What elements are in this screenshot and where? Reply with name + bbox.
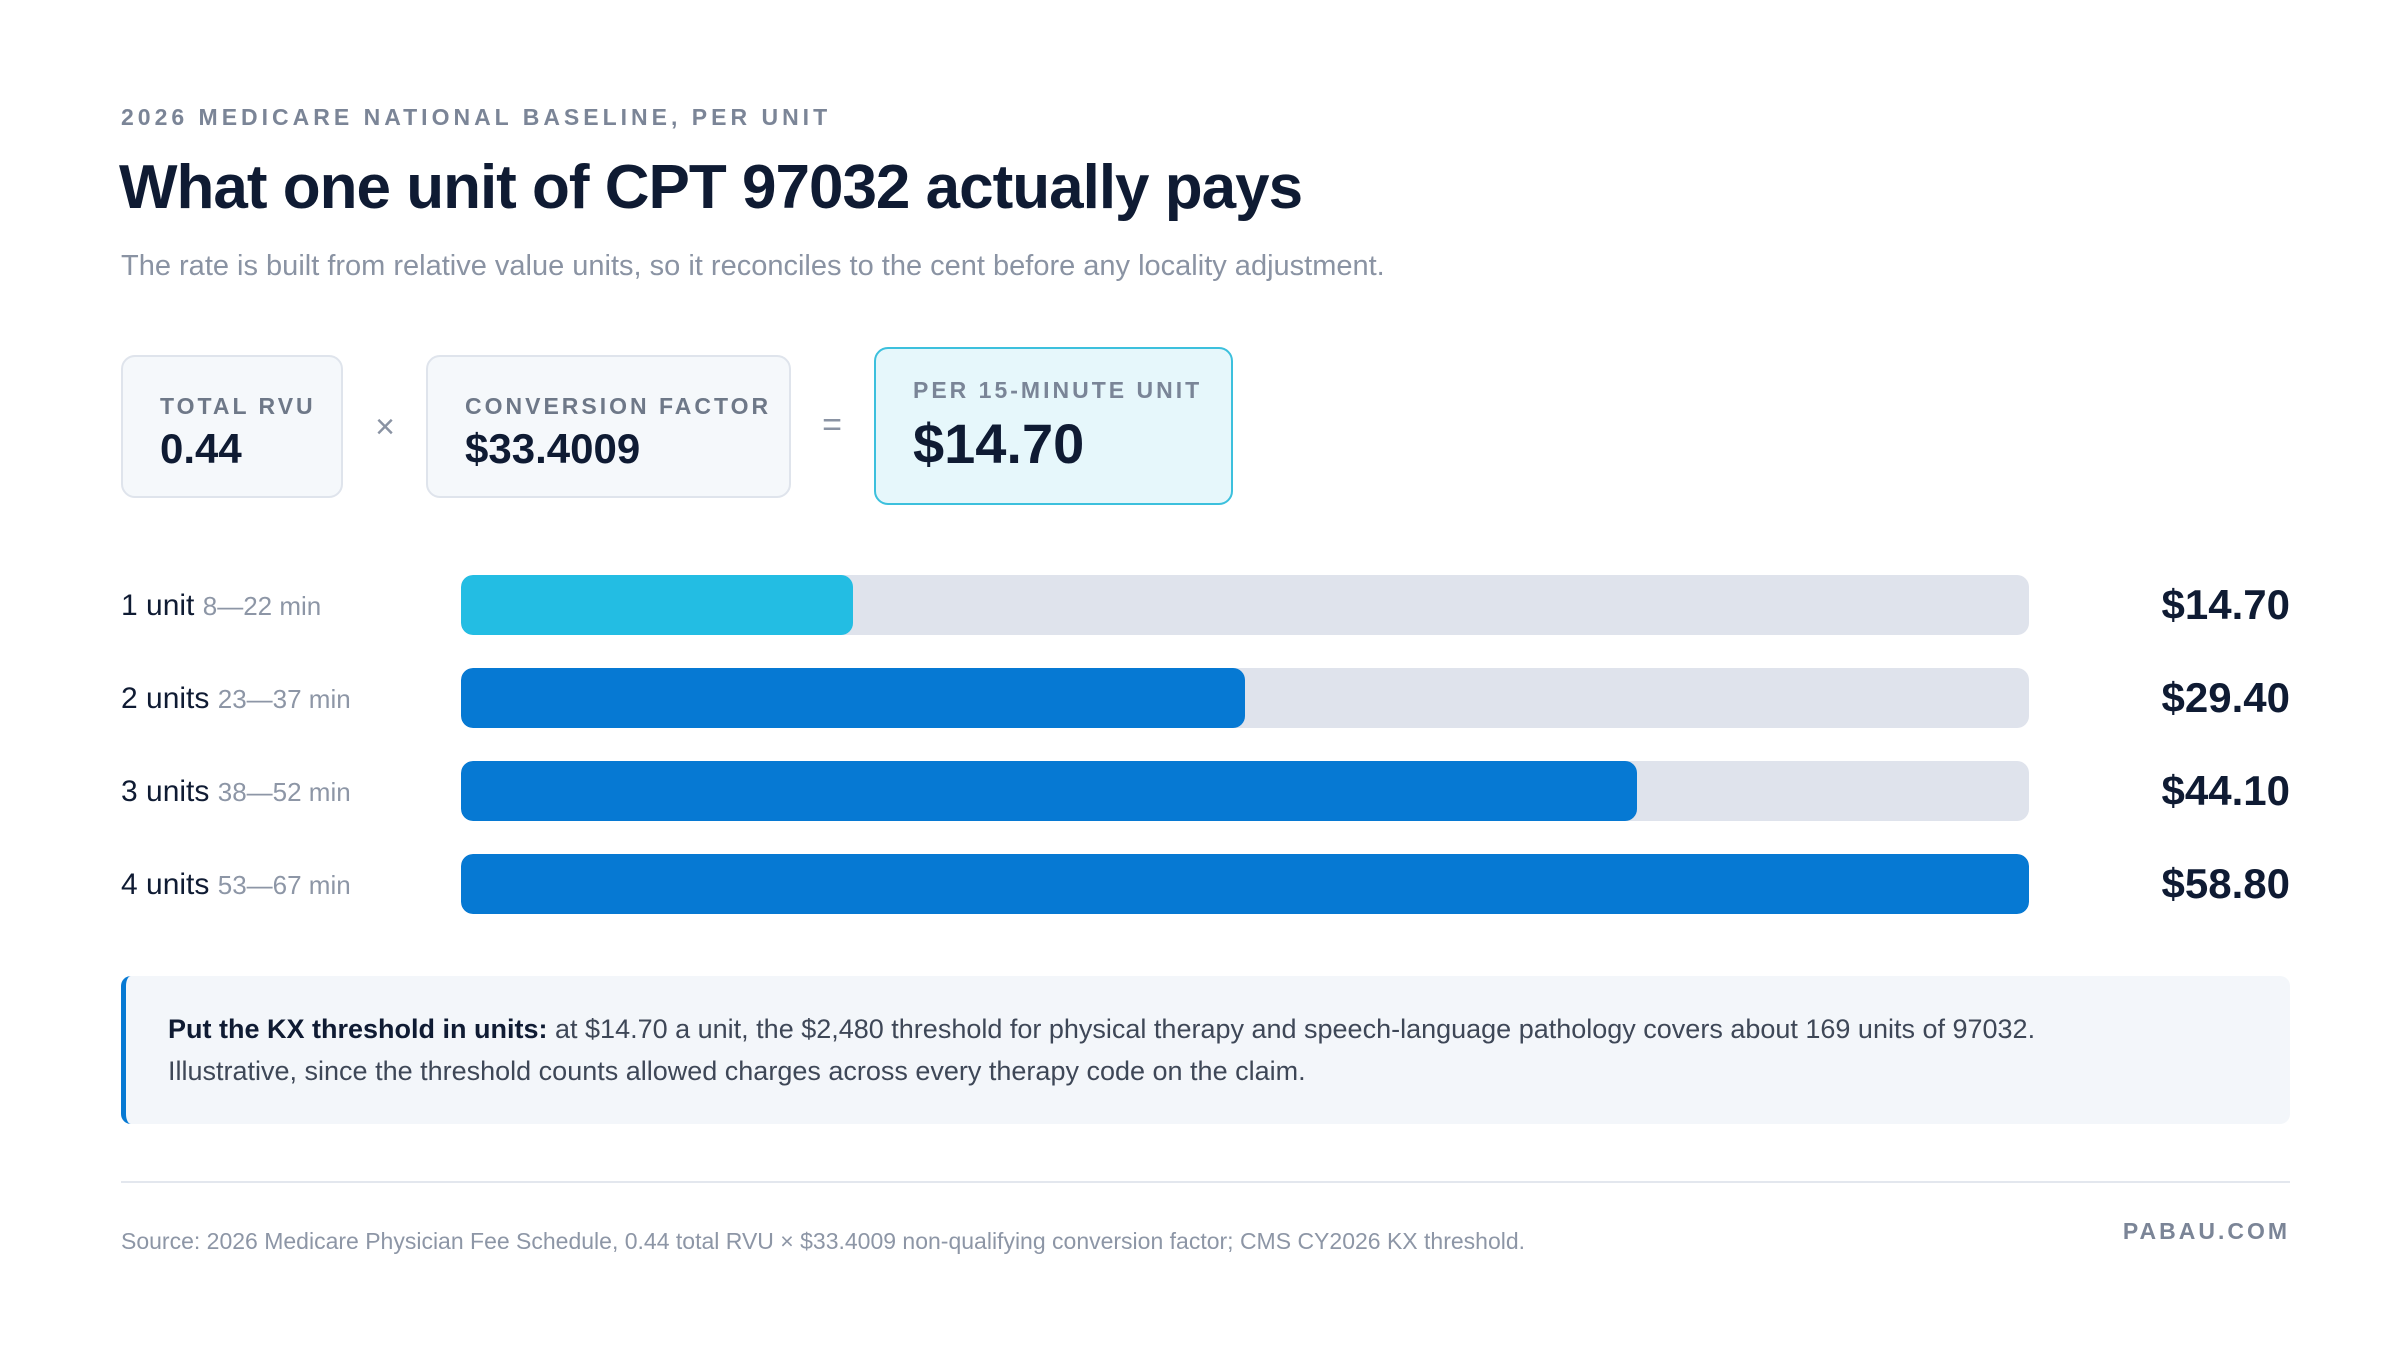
page-subtitle: The rate is built from relative value un… bbox=[121, 250, 1385, 282]
per-unit-value: $14.70 bbox=[913, 412, 1085, 475]
bar-minute-range: 53—67 min bbox=[217, 870, 351, 900]
bar-category-label: 3 units 38—52 min bbox=[121, 775, 351, 809]
footer-divider bbox=[121, 1181, 2290, 1183]
bar-value-label: $44.10 bbox=[2161, 767, 2290, 814]
bar bbox=[461, 575, 853, 635]
bar-track bbox=[461, 668, 2029, 728]
equals-icon: = bbox=[822, 406, 842, 444]
bar-track bbox=[461, 761, 2029, 821]
bar-unit-count: 2 units bbox=[121, 682, 210, 715]
source-text: Source: 2026 Medicare Physician Fee Sche… bbox=[121, 1228, 1526, 1254]
bar-row: 4 units 53—67 min $58.80 bbox=[0, 854, 2400, 914]
conversion-factor-card: CONVERSION FACTOR $33.4009 bbox=[426, 355, 791, 498]
bar bbox=[461, 854, 2029, 914]
bar bbox=[461, 668, 1245, 728]
bar bbox=[461, 761, 1637, 821]
bar-row: 3 units 38—52 min $44.10 bbox=[0, 761, 2400, 821]
bar-category-label: 1 unit 8—22 min bbox=[121, 589, 321, 623]
bar-row: 1 unit 8—22 min $14.70 bbox=[0, 575, 2400, 635]
page-title: What one unit of CPT 97032 actually pays bbox=[119, 153, 1303, 222]
bar-unit-count: 1 unit bbox=[121, 589, 195, 622]
bar-value-label: $29.40 bbox=[2161, 674, 2290, 721]
bar-value-label: $58.80 bbox=[2161, 860, 2290, 907]
conversion-factor-label: CONVERSION FACTOR bbox=[465, 393, 772, 419]
bar-minute-range: 38—52 min bbox=[217, 777, 351, 807]
conversion-factor-value: $33.4009 bbox=[465, 425, 641, 472]
bar-track bbox=[461, 854, 2029, 914]
bar-category-label: 2 units 23—37 min bbox=[121, 682, 351, 716]
brand-link[interactable]: PABAU.COM bbox=[2122, 1218, 2290, 1244]
bar-row: 2 units 23—37 min $29.40 bbox=[0, 668, 2400, 728]
kx-threshold-note: Put the KX threshold in units: at $14.70… bbox=[121, 976, 2290, 1124]
eyebrow: 2026 MEDICARE NATIONAL BASELINE, PER UNI… bbox=[121, 104, 832, 130]
bar-minute-range: 8—22 min bbox=[202, 591, 322, 621]
bar-unit-count: 3 units bbox=[121, 775, 210, 808]
per-unit-result-card: PER 15-MINUTE UNIT $14.70 bbox=[874, 347, 1233, 505]
note-body: at $14.70 a unit, the $2,480 threshold f… bbox=[555, 1014, 2036, 1044]
per-unit-label: PER 15-MINUTE UNIT bbox=[913, 377, 1203, 403]
total-rvu-value: 0.44 bbox=[160, 425, 242, 472]
note-line-2: Illustrative, since the threshold counts… bbox=[168, 1056, 1306, 1086]
multiply-icon: × bbox=[375, 408, 395, 446]
total-rvu-label: TOTAL RVU bbox=[160, 393, 316, 419]
total-rvu-card: TOTAL RVU 0.44 bbox=[121, 355, 343, 498]
bar-unit-count: 4 units bbox=[121, 868, 210, 901]
bar-minute-range: 23—37 min bbox=[217, 684, 351, 714]
note-line-1: Put the KX threshold in units: at $14.70… bbox=[168, 1008, 2250, 1050]
bar-category-label: 4 units 53—67 min bbox=[121, 868, 351, 902]
bar-track bbox=[461, 575, 2029, 635]
bar-value-label: $14.70 bbox=[2161, 581, 2290, 628]
note-lead: Put the KX threshold in units: bbox=[168, 1014, 548, 1044]
